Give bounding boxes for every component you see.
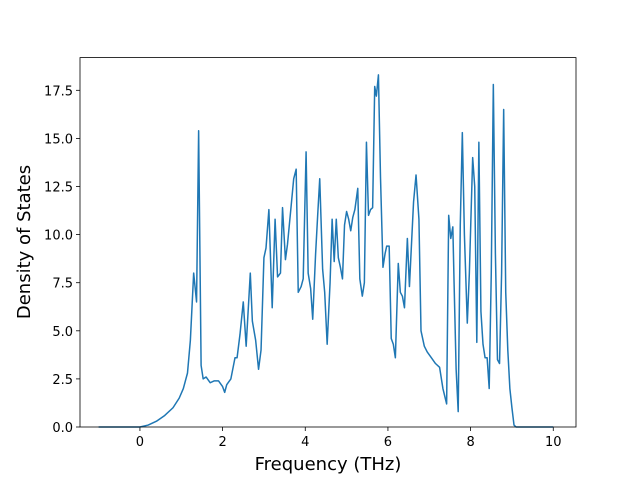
x-tick-label: 4 <box>301 435 309 450</box>
y-tick-label: 15.0 <box>44 132 73 147</box>
x-axis-label: Frequency (THz) <box>255 454 402 475</box>
axes-frame <box>79 57 577 428</box>
x-tick-label: 0 <box>136 435 144 450</box>
y-tick-label: 17.5 <box>44 84 73 99</box>
y-tick-label: 7.5 <box>52 277 73 292</box>
y-tick-label: 0.0 <box>52 421 73 436</box>
x-tick-label: 8 <box>466 435 474 450</box>
y-tick-label: 10.0 <box>44 229 73 244</box>
y-tick-label: 5.0 <box>52 325 73 340</box>
line <box>98 74 554 428</box>
y-tick-label: 2.5 <box>52 373 73 388</box>
x-tick-label: 10 <box>545 435 562 450</box>
y-tick-label: 12.5 <box>44 181 73 196</box>
y-axis-label: Density of States <box>14 165 35 319</box>
x-tick-label: 2 <box>218 435 226 450</box>
x-tick-label: 6 <box>384 435 392 450</box>
